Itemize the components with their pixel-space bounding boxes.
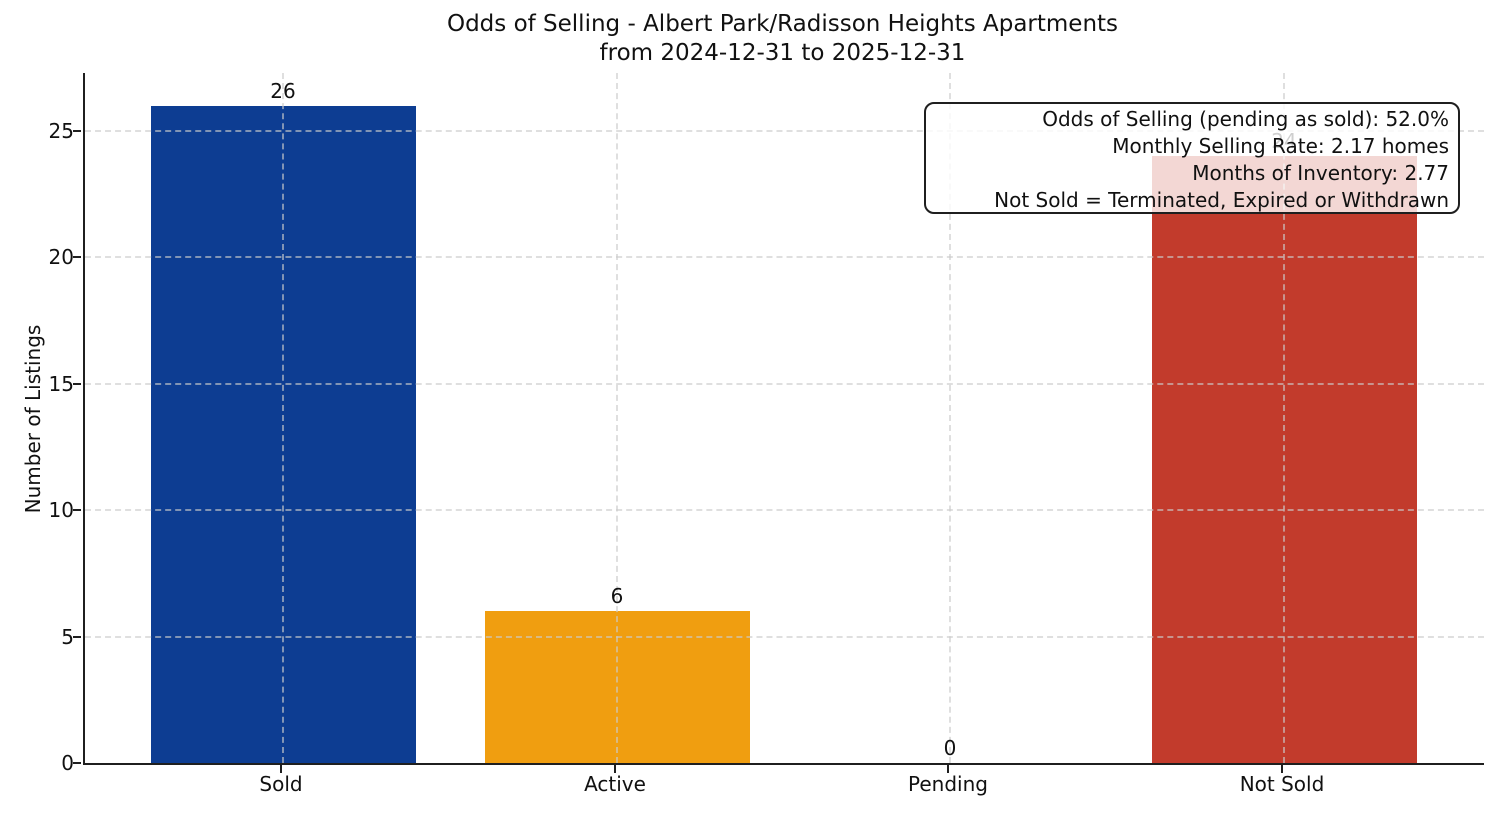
chart-subtitle: from 2024-12-31 to 2025-12-31 (599, 40, 966, 66)
v-gridline-pending (949, 73, 951, 763)
y-tick-mark (73, 509, 81, 512)
annotation-line-inventory: Months of Inventory: 2.77 (1192, 161, 1449, 185)
y-tick-mark (73, 762, 81, 764)
y-tick-label: 20 (48, 245, 74, 270)
annotation-box: Odds of Selling (pending as sold): 52.0%… (924, 102, 1460, 214)
bar-value-label-pending: 0 (943, 736, 957, 760)
annotation-line-rate: Monthly Selling Rate: 2.17 homes (1112, 134, 1449, 158)
chart-title-block: Odds of Selling - Albert Park/Radisson H… (83, 10, 1482, 68)
x-tick-label-sold: Sold (259, 772, 303, 796)
x-tick-mark (947, 765, 949, 773)
y-axis-label: Number of Listings (21, 324, 45, 514)
y-tick-label: 10 (48, 498, 74, 523)
h-gridline-5 (85, 635, 1484, 638)
y-tick-mark (73, 635, 81, 638)
x-tick-label-not-sold: Not Sold (1239, 772, 1325, 796)
h-gridline-15 (85, 382, 1484, 385)
v-gridline-active (616, 73, 618, 763)
h-gridline-10 (85, 509, 1484, 512)
h-gridline-20 (85, 256, 1484, 259)
x-tick-mark (1281, 765, 1283, 773)
annotation-line-notsold: Not Sold = Terminated, Expired or Withdr… (994, 188, 1449, 212)
annotation-line-odds: Odds of Selling (pending as sold): 52.0% (1042, 107, 1449, 131)
y-tick-label: 15 (48, 371, 74, 396)
y-tick-label: 25 (48, 119, 74, 143)
v-gridline-not-sold (1283, 73, 1285, 763)
y-tick-mark (73, 382, 81, 385)
x-tick-mark (280, 765, 282, 773)
x-tick-mark (614, 765, 616, 773)
h-gridline-25 (85, 130, 1484, 132)
x-tick-label-pending: Pending (908, 772, 988, 796)
x-tick-label-active: Active (584, 772, 646, 796)
chart-title: Odds of Selling - Albert Park/Radisson H… (446, 11, 1119, 37)
bar-value-label-sold: 26 (270, 78, 296, 103)
y-tick-label: 5 (61, 624, 74, 649)
plot-area: 266024 (83, 73, 1484, 765)
bar-value-label-active: 6 (610, 584, 624, 609)
y-tick-mark (73, 130, 81, 132)
v-gridline-sold (282, 73, 284, 763)
y-tick-label: 0 (61, 751, 74, 775)
y-tick-mark (73, 256, 81, 259)
